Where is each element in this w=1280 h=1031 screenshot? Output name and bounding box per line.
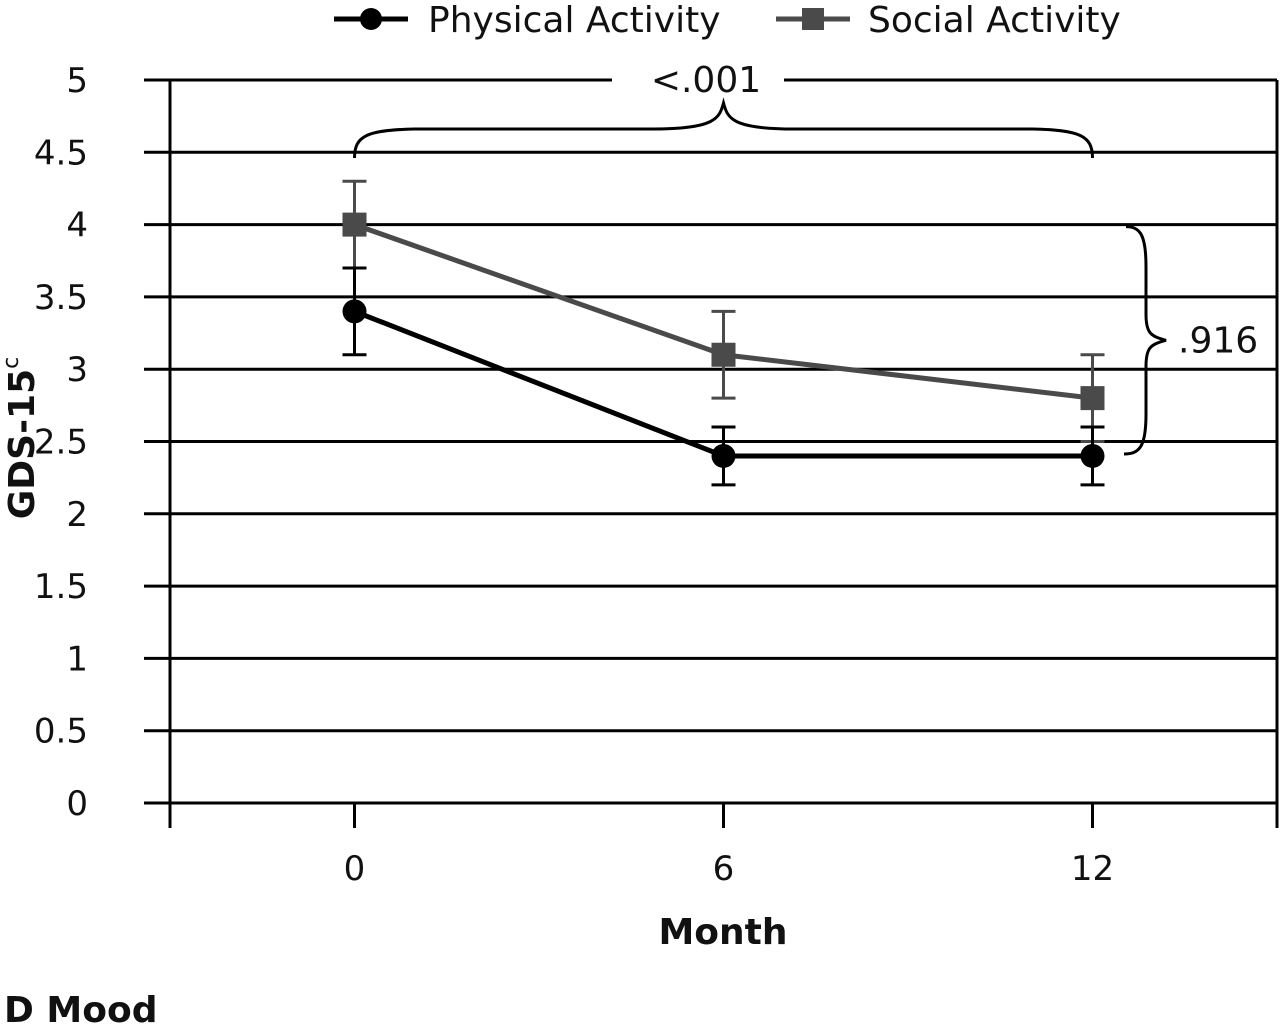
legend: Physical Activity Social Activity: [334, 0, 1121, 41]
legend-circle-marker-icon: [360, 8, 382, 30]
gridlines: [144, 78, 1277, 805]
x-tick-label: 0: [344, 849, 366, 889]
annotation-group-effect-label: .916: [1178, 320, 1258, 361]
legend-item-physical-activity: Physical Activity: [334, 0, 721, 41]
legend-item-social-activity: Social Activity: [776, 0, 1121, 41]
y-tick-label: 0: [66, 784, 88, 824]
y-axis-title-text: GDS-15: [2, 369, 43, 519]
x-tick-label: 12: [1071, 849, 1114, 889]
y-axis-title-group: GDS-15c: [0, 357, 43, 520]
annotations: <.001 .916: [353, 58, 1258, 456]
x-tick-label: 6: [713, 849, 735, 889]
x-axis: 0 6 12: [344, 80, 1279, 889]
y-tick-label: 4.5: [34, 133, 88, 173]
brace-time-effect: [353, 97, 1094, 159]
y-tick-label: 1: [66, 639, 88, 679]
data-point-square: [342, 212, 367, 237]
y-axis-title: GDS-15c: [0, 357, 43, 520]
series: [342, 179, 1105, 487]
y-tick-label: 0.5: [34, 712, 88, 752]
x-axis-title: Month: [658, 912, 787, 953]
data-point-square: [711, 342, 736, 367]
y-axis: 0 0.5 1 1.5 2 2.5 3 3.5 4 4.5 5: [34, 61, 172, 828]
y-tick-label: 3.5: [34, 278, 88, 318]
brace-group-effect: [1123, 225, 1167, 456]
legend-label-physical-activity: Physical Activity: [428, 0, 721, 41]
panel-label: D Mood: [4, 990, 158, 1031]
annotation-time-effect-label: <.001: [651, 60, 761, 101]
y-tick-label: 1.5: [34, 567, 88, 607]
legend-square-marker-icon: [802, 8, 824, 30]
y-tick-label: 3: [66, 350, 88, 390]
y-tick-label: 4: [66, 206, 88, 246]
series-social-activity: [342, 179, 1105, 443]
data-point-circle: [342, 299, 367, 324]
y-axis-title-superscript: c: [0, 357, 24, 369]
annotation-label-background: [612, 58, 784, 102]
series-physical-activity: [342, 266, 1105, 487]
data-point-square: [1080, 386, 1105, 411]
data-point-circle: [711, 443, 736, 468]
y-tick-label: 2: [66, 495, 88, 535]
y-tick-label: 2.5: [34, 423, 88, 463]
data-point-circle: [1080, 443, 1105, 468]
legend-label-social-activity: Social Activity: [868, 0, 1121, 41]
y-tick-label: 5: [66, 61, 88, 101]
